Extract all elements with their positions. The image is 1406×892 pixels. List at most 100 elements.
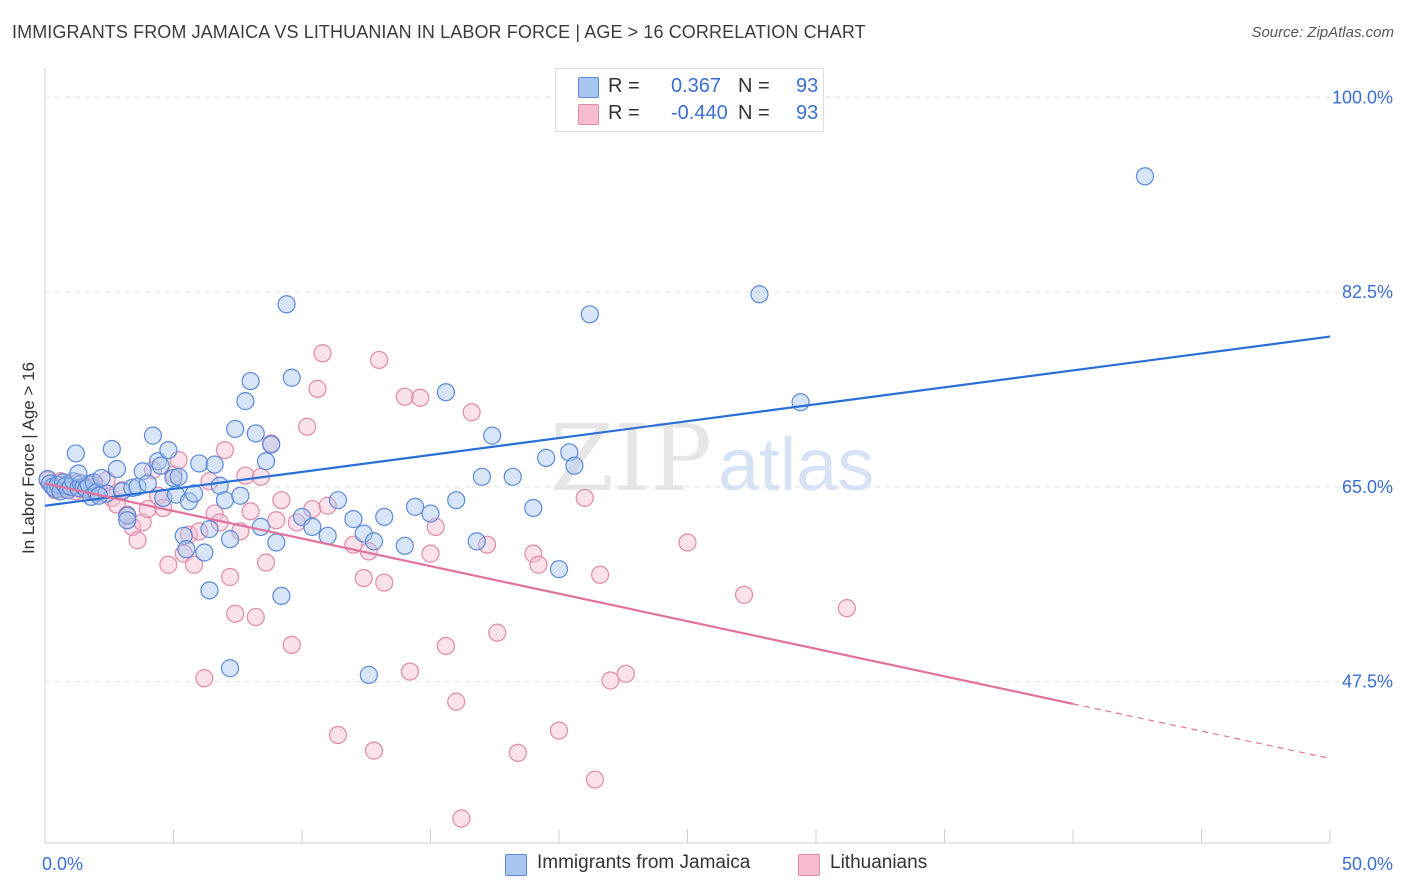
lithuanian-point — [411, 388, 430, 407]
lithuanian-point — [462, 403, 481, 422]
jamaica-point — [92, 468, 111, 488]
jamaica-point — [220, 530, 240, 549]
jamaica-point — [524, 498, 543, 518]
lithuanian-point — [549, 721, 569, 740]
jamaica-point — [231, 486, 250, 505]
lithuanian-point — [447, 692, 466, 711]
lithuanian-point — [246, 607, 265, 627]
lithuanian-point — [133, 513, 152, 532]
lithuanian-point — [256, 553, 276, 572]
lithuanian-point — [354, 568, 373, 588]
jamaica-point — [405, 497, 425, 516]
jamaica-point — [151, 456, 170, 475]
jamaica-point — [282, 368, 301, 387]
lithuanian-point — [184, 555, 204, 574]
lithuanian-point — [837, 599, 856, 618]
lithuanian-point — [421, 544, 440, 563]
jamaica-point — [174, 526, 193, 545]
chart-title: IMMIGRANTS FROM JAMAICA VS LITHUANIAN IN… — [12, 22, 866, 42]
jamaica-point — [580, 305, 599, 324]
jamaica-point — [303, 517, 322, 536]
lithuanian-point — [226, 604, 245, 623]
lithuanian-point — [241, 502, 260, 521]
jamaica-point — [328, 491, 348, 510]
lithuanian-trend-extension — [1072, 703, 1331, 759]
jamaica-point — [364, 532, 384, 551]
y-axis-label: In Labor Force | Age > 16 — [19, 362, 38, 554]
axes — [44, 68, 1331, 844]
lithuanian-point — [678, 533, 697, 552]
lithuanian-point — [159, 555, 178, 574]
jamaica-point — [791, 393, 810, 412]
lithuanian-point — [616, 664, 635, 683]
legend-n-label: N = — [738, 102, 770, 124]
jamaica-point — [267, 533, 286, 552]
jamaica-point — [184, 484, 204, 503]
jamaica-point — [447, 491, 466, 510]
lithuanian-point — [734, 585, 754, 604]
jamaica-point — [200, 520, 219, 539]
lithuanian-point — [267, 511, 286, 530]
lithuanian-point — [601, 671, 620, 690]
lithuanian-point — [308, 379, 327, 398]
legend-n-value: 93 — [796, 75, 819, 97]
jamaica-point — [226, 419, 245, 439]
legend-r-label: R = — [608, 75, 640, 97]
source-credit: Source: ZipAtlas.com — [1251, 24, 1394, 41]
x-tick-label: 0.0% — [42, 854, 83, 874]
jamaica-point — [421, 504, 440, 523]
lithuanian-point — [236, 466, 255, 485]
jamaica-point — [102, 439, 121, 459]
y-tick-label: 47.5% — [1342, 672, 1393, 692]
jamaica-point — [549, 560, 569, 579]
jamaica-point — [359, 665, 378, 685]
jamaica-point — [503, 467, 522, 486]
jamaica-point — [200, 581, 219, 600]
lithuanian-point — [272, 491, 291, 510]
lithuanian-point — [488, 623, 507, 642]
lithuanian-point — [318, 496, 337, 515]
jamaica-point — [241, 371, 260, 391]
jamaica-point — [537, 448, 556, 467]
jamaica-point — [375, 507, 394, 526]
lithuanian-point — [529, 555, 548, 574]
jamaica-point — [467, 532, 486, 551]
lithuanian-trend-line — [44, 482, 1074, 705]
jamaica-point — [220, 659, 240, 678]
legend-r-label: R = — [608, 102, 640, 124]
legend-r-value: -0.440 — [671, 102, 728, 124]
tick-labels: 47.5% 65.0% 82.5% 100.0% 0.0% 50.0% — [42, 87, 1393, 874]
jamaica-point — [472, 467, 491, 486]
lithuanian-point — [128, 531, 147, 550]
lithuanian-point — [585, 770, 605, 789]
jamaica-point — [118, 511, 137, 530]
jamaica-point — [256, 452, 276, 471]
trend-lines — [44, 335, 1331, 759]
jamaica-point — [565, 456, 584, 475]
y-tick-label: 65.0% — [1342, 477, 1393, 497]
correlation-legend: R = 0.367 N = 93 R = -0.440 N = 93 — [555, 68, 824, 132]
lithuanian-point — [220, 567, 240, 587]
legend-r-value: 0.367 — [671, 75, 722, 97]
jamaica-point — [215, 491, 234, 510]
y-tick-label: 100.0% — [1332, 87, 1393, 107]
jamaica-point — [118, 506, 137, 525]
jamaica-point — [344, 510, 363, 529]
legend-swatch-lithuanian — [578, 104, 599, 125]
lithuanian-points — [38, 344, 856, 828]
lithuanian-point — [524, 544, 543, 563]
jamaica-trend-line — [44, 335, 1331, 507]
watermark-atlas: atlas — [718, 423, 874, 506]
jamaica-point — [66, 444, 85, 463]
jamaica-point — [277, 295, 296, 314]
lithuanian-point — [452, 809, 471, 828]
jamaica-point — [190, 454, 209, 473]
x-tick-label: 50.0% — [1342, 854, 1393, 874]
jamaica-point — [483, 426, 502, 445]
legend-n-label: N = — [738, 75, 770, 97]
jamaica-point — [251, 517, 270, 536]
lithuanian-point — [215, 440, 234, 460]
series-swatch-jamaica — [505, 854, 527, 876]
lithuanian-point — [477, 535, 497, 554]
